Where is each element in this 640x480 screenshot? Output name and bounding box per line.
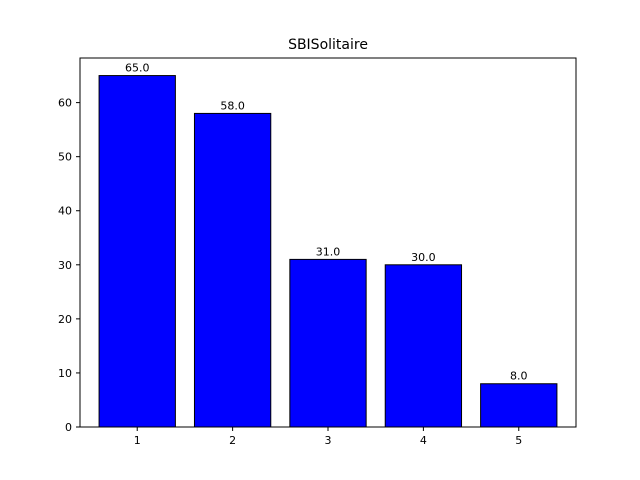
y-tick-label-10: 10	[58, 367, 72, 380]
bar-3	[289, 258, 367, 428]
y-tick-label-0: 0	[65, 421, 72, 434]
bar-4	[384, 264, 463, 428]
y-tick-label-20: 20	[58, 313, 72, 326]
bar-1	[98, 75, 176, 428]
data-label-4: 30.0	[411, 251, 436, 264]
bar-2	[193, 112, 272, 428]
bar-5	[480, 383, 558, 428]
x-tick-label-2: 2	[229, 434, 236, 447]
x-tick-label-3: 3	[325, 434, 332, 447]
x-tick-label-4: 4	[420, 434, 427, 447]
data-label-2: 58.0	[220, 99, 245, 112]
y-tick-label-30: 30	[58, 259, 72, 272]
chart-title: SBISolitaire	[288, 37, 368, 53]
x-tick-label-5: 5	[515, 434, 522, 447]
data-labels-group: 65.0 58.0 31.0 30.0 8.0	[125, 62, 528, 383]
data-label-1: 65.0	[125, 62, 150, 75]
y-axis: 0 10 20 30 40 50 60	[58, 97, 80, 434]
x-axis: 1 2 3 4 5	[134, 427, 522, 447]
y-tick-label-40: 40	[58, 205, 72, 218]
y-tick-label-50: 50	[58, 151, 72, 164]
data-label-3: 31.0	[316, 245, 341, 258]
x-tick-label-1: 1	[134, 434, 141, 447]
data-label-5: 8.0	[510, 370, 528, 383]
y-tick-label-60: 60	[58, 97, 72, 110]
